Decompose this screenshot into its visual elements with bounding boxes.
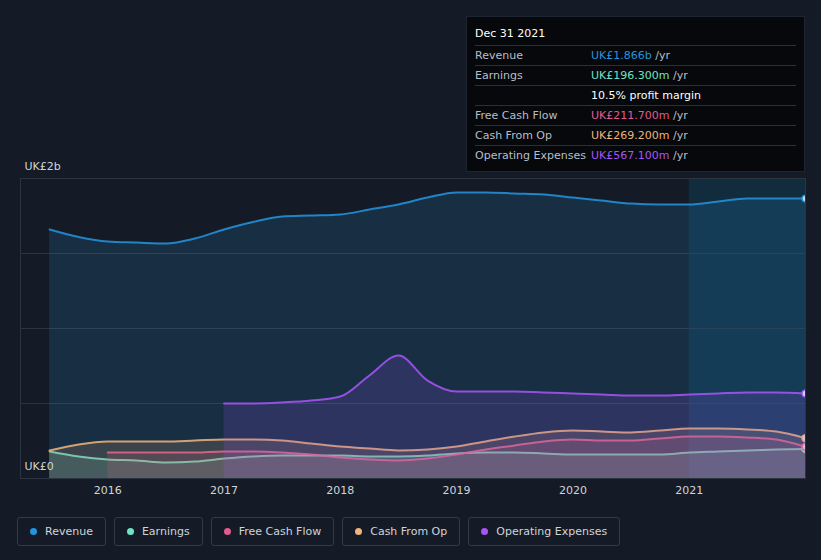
html-text:Operating Expenses: Operating Expenses (496, 525, 608, 538)
html-text:Free Cash Flow: Free Cash Flow (475, 109, 558, 122)
html-text:Revenue: Revenue (45, 525, 93, 538)
svg-text:UK£0: UK£0 (25, 460, 54, 473)
html-text:UK£269.200m /yr: UK£269.200m /yr (591, 129, 688, 142)
svg-text:2021: 2021 (675, 484, 703, 497)
html-text:UK£196.300m /yr: UK£196.300m /yr (591, 69, 688, 82)
html-text:Free Cash Flow: Free Cash Flow (238, 525, 322, 538)
svg-text:2019: 2019 (443, 484, 471, 497)
html-text:Cash From Op: Cash From Op (475, 129, 552, 142)
svg-text:2017: 2017 (210, 484, 238, 497)
html-text:Dec 31 2021: Dec 31 2021 (475, 27, 546, 40)
svg-text:UK£2b: UK£2b (25, 160, 61, 173)
html-text:UK£567.100m /yr: UK£567.100m /yr (591, 149, 688, 162)
html-text:UK£211.700m /yr: UK£211.700m /yr (591, 109, 688, 122)
svg-text:2016: 2016 (94, 484, 122, 497)
html-text:10.5% profit margin: 10.5% profit margin (591, 89, 701, 102)
html-text:Operating Expenses: Operating Expenses (475, 149, 586, 162)
html-text:Revenue: Revenue (475, 49, 523, 62)
html-text:Cash From Op: Cash From Op (370, 525, 448, 538)
html-text:UK£1.866b /yr: UK£1.866b /yr (591, 49, 670, 62)
svg-text:2020: 2020 (559, 484, 587, 497)
html-text:Earnings: Earnings (141, 525, 190, 538)
svg-text:2018: 2018 (326, 484, 354, 497)
html-text:Earnings: Earnings (475, 69, 523, 82)
